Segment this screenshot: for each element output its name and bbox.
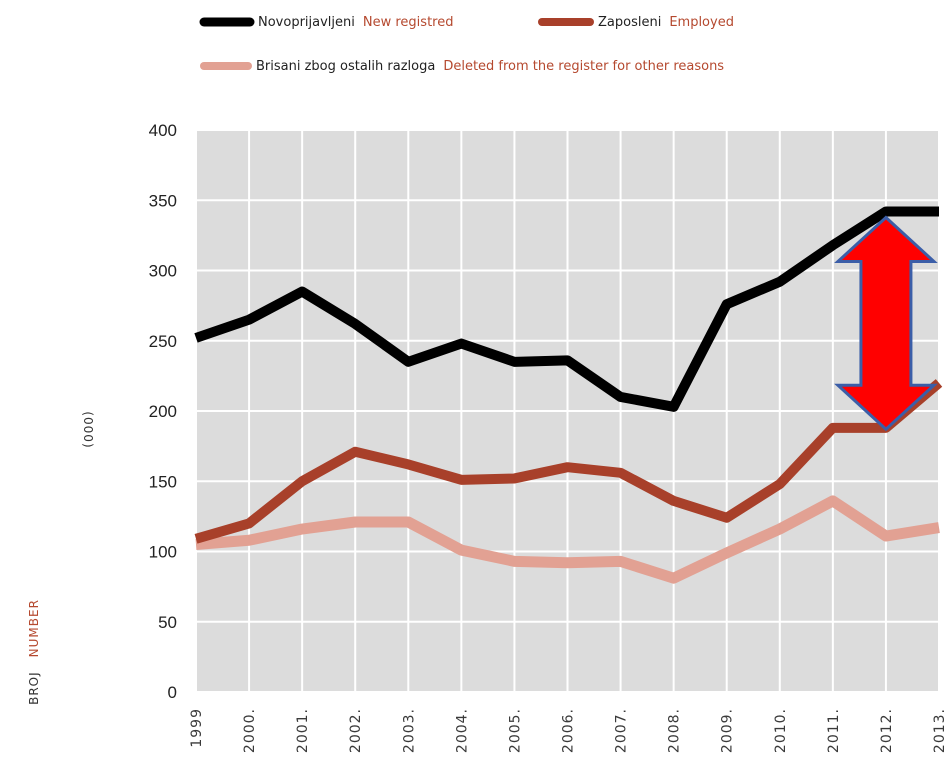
legend-label-hr-deleted: Brisani zbog ostalih razloga (256, 59, 435, 74)
x-tick-label: 2004. (454, 708, 470, 753)
y-tick-label: 100 (149, 543, 177, 562)
legend-label-en-new-registered: New registred (363, 15, 454, 30)
y-tick-label: 300 (149, 262, 177, 281)
x-tick-label: 2008. (667, 708, 683, 753)
y-tick-label: 350 (149, 191, 177, 210)
double-arrow-annotation (834, 215, 938, 432)
x-tick-label: 2010. (773, 708, 789, 753)
y-axis-ticks: 0 50 100 150 200 250 300 350 400 (149, 121, 177, 702)
y-tick-label: 250 (149, 332, 177, 351)
series-line-deleted (195, 495, 940, 584)
y-tick-label: 150 (149, 472, 177, 491)
x-axis-ticks: 1999 2000. 2001. 2002. 2003. 2004. 2005. 2006. 2… (189, 708, 947, 753)
x-tick-label: 2006. (561, 708, 577, 753)
legend-item-deleted: Brisani zbog ostalih razloga Deleted from… (200, 59, 724, 74)
series-line-employed (194, 379, 943, 544)
x-tick-label: 2012. (879, 708, 895, 753)
y-tick-label: 50 (158, 613, 177, 632)
x-tick-label: 2000. (242, 708, 258, 753)
legend-label-en-employed: Employed (669, 15, 734, 30)
y-tick-label: 400 (149, 121, 177, 140)
x-tick-label: 2005. (507, 708, 523, 753)
x-tick-label: 2007. (614, 708, 630, 753)
legend: Novoprijavljeni New registred Zaposleni Em… (199, 15, 734, 74)
legend-item-new-registered: Novoprijavljeni New registred (199, 15, 453, 30)
x-tick-label: 2011. (826, 708, 842, 753)
x-tick-label: 2002. (348, 708, 364, 753)
double-arrow-shape (834, 215, 938, 432)
x-tick-label: 2003. (401, 708, 417, 753)
series-lines (194, 206, 943, 584)
series-line-new-registered (194, 206, 939, 412)
x-tick-label: 2009. (720, 708, 736, 753)
y-tick-label: 0 (168, 683, 177, 702)
x-tick-label: 2001. (295, 708, 311, 753)
legend-label-en-deleted: Deleted from the register for other reas… (443, 59, 724, 74)
legend-label-hr-new-registered: Novoprijavljeni (258, 15, 355, 30)
legend-item-employed: Zaposleni Employed (538, 15, 734, 30)
legend-label-hr-employed: Zaposleni (598, 15, 661, 30)
y-axis-label-en: NUMBER (27, 599, 41, 657)
y-tick-label: 200 (149, 402, 177, 421)
unit-label: (000) (81, 411, 95, 448)
y-axis-label-hr: BROJ (27, 671, 41, 705)
x-tick-label: 1999 (189, 708, 205, 748)
x-tick-label: 2013. (932, 708, 947, 753)
svg-text:BROJNUMBER: BROJ NUMBER (27, 599, 41, 705)
